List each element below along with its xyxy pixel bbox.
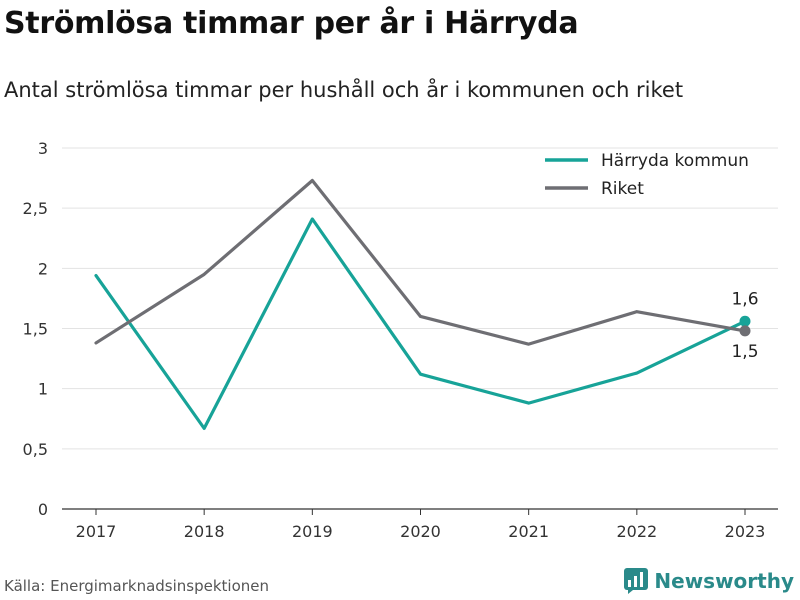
source-note: Källa: Energimarknadsinspektionen (4, 577, 270, 595)
end-point (739, 325, 751, 337)
series-lines: 1,6 1,5 (94, 178, 759, 430)
y-tick-label: 2,5 (23, 199, 48, 218)
chart-title: Strömlösa timmar per år i Härryda (4, 6, 579, 41)
y-tick-label: 0,5 (23, 440, 48, 459)
y-tick-label: 1,5 (23, 320, 48, 339)
x-axis: 2017 2018 2019 2020 2021 2022 2023 (62, 508, 778, 541)
series-line-0 (94, 217, 747, 430)
y-axis: 0 0,5 1 1,5 2 2,5 3 (23, 139, 48, 519)
legend-label: Härryda kommun (601, 151, 749, 171)
chart-subtitle: Antal strömlösa timmar per hushåll och å… (4, 78, 684, 102)
legend-label: Riket (601, 179, 644, 199)
y-tick-label: 2 (38, 259, 48, 278)
newsworthy-logo-icon (624, 568, 649, 594)
brand-name: Newsworthy (654, 569, 794, 593)
brand-logo: Newsworthy (624, 568, 794, 594)
x-tick-label: 2020 (400, 522, 441, 541)
end-value-label: 1,6 (731, 289, 758, 309)
x-tick-label: 2021 (508, 522, 549, 541)
end-value-label: 1,5 (731, 342, 758, 362)
x-tick-label: 2022 (616, 522, 657, 541)
y-tick-label: 3 (38, 139, 48, 158)
y-tick-label: 1 (38, 380, 48, 399)
y-tick-label: 0 (38, 500, 48, 519)
line-chart: 00,511,522,53 2017 2018 2019 2020 2021 2022 20… (23, 139, 778, 541)
x-tick-label: 2017 (76, 522, 117, 541)
x-tick-label: 2019 (292, 522, 333, 541)
x-tick-label: 2018 (184, 522, 225, 541)
x-tick-label: 2023 (725, 522, 766, 541)
gridlines (62, 147, 778, 450)
end-point (739, 315, 751, 327)
legend: Härryda kommun Riket (545, 151, 749, 199)
series-line-1 (94, 178, 747, 346)
